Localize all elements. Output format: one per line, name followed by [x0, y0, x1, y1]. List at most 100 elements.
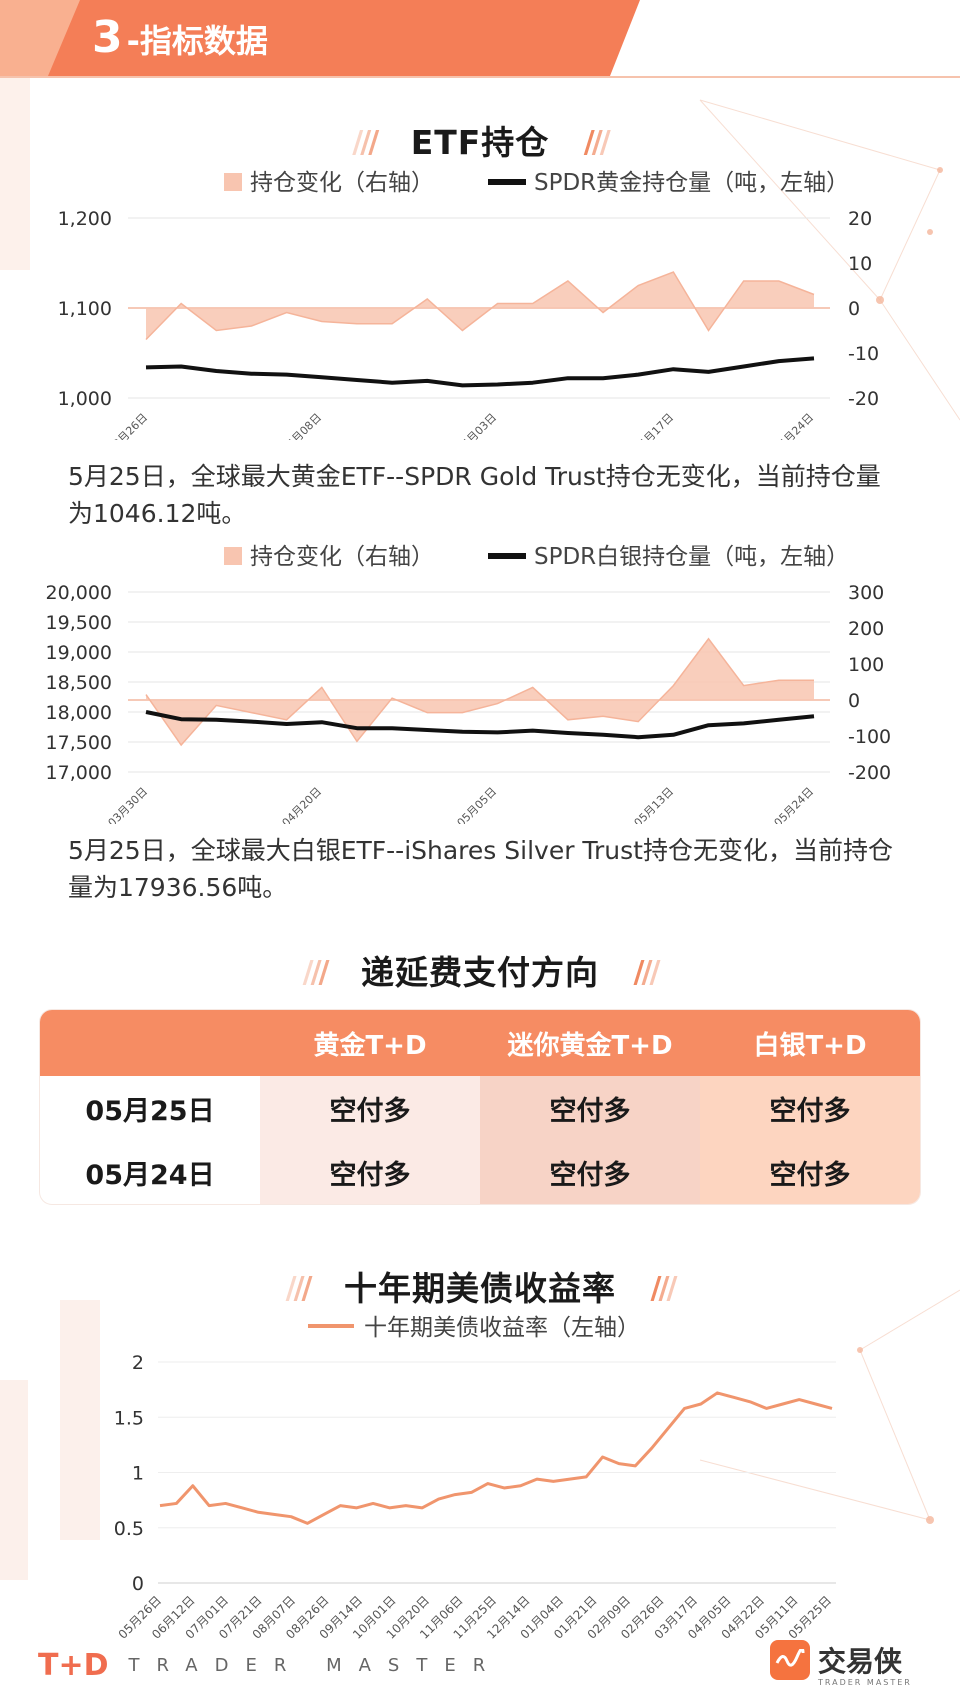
x-axis-tick-label: 05月03日 [455, 411, 500, 440]
left-axis-tick-label: 19,500 [46, 612, 112, 634]
table-cell: 空付多 [480, 1076, 700, 1140]
table-header-row: 黄金T+D 迷你黄金T+D 白银T+D [40, 1010, 920, 1076]
x-axis-tick-label: 05月17日 [632, 411, 677, 440]
table-cell: 空付多 [480, 1140, 700, 1204]
gold-etf-chart: 持仓变化（右轴） SPDR黄金持仓量（吨，左轴） 1,200 1,100 1,000… [58, 170, 879, 440]
slash-decoration-left: /// [285, 1271, 313, 1306]
holding-line [145, 710, 815, 740]
right-axis-tick-label: 10 [848, 253, 872, 275]
legend-swatch-line [488, 179, 526, 185]
header-title: 3 -指标数据 [92, 12, 268, 66]
right-axis-tick-label: 100 [848, 654, 884, 676]
silver-description: 5月25日，全球最大白银ETF--iShares Silver Trust持仓无… [68, 836, 893, 902]
section-title-treasury: /// 十年期美债收益率 /// [0, 1262, 960, 1310]
header-number: 3 [92, 12, 123, 63]
legend-label-holding: SPDR白银持仓量（吨，左轴） [534, 544, 849, 570]
header-label: -指标数据 [126, 22, 268, 60]
left-axis-tick-label: 1,100 [58, 298, 112, 320]
yield-line [159, 1391, 833, 1525]
section-title-rollover-text: 递延费支付方向 [361, 953, 599, 992]
change-area [146, 638, 814, 745]
left-axis-tick-label: 18,500 [46, 672, 112, 694]
brand-mark: 交易侠 TRADER MASTER [770, 1640, 910, 1687]
table-header-cell: 迷你黄金T+D [507, 1030, 673, 1061]
brand-wave-icon [770, 1640, 810, 1680]
left-axis-tick-label: 19,000 [46, 642, 112, 664]
brand-subtitle: TRADER MASTER [818, 1678, 912, 1687]
right-axis-tick-label: 0 [848, 298, 860, 320]
right-axis-tick-label: -20 [848, 388, 879, 410]
brand-name: 交易侠 [818, 1645, 903, 1678]
legend: 持仓变化（右轴） SPDR黄金持仓量（吨，左轴） [224, 170, 849, 196]
legend-label-change: 持仓变化（右轴） [250, 170, 434, 196]
header-banner [0, 0, 960, 78]
legend-label-change: 持仓变化（右轴） [250, 544, 434, 570]
silver-etf-chart: 持仓变化（右轴） SPDR白银持仓量（吨，左轴） 20,000 19,500 19,… [46, 544, 892, 824]
section-title-rollover: /// 递延费支付方向 /// [0, 946, 960, 994]
x-axis-tick-label: 05月24日 [772, 785, 817, 824]
left-axis-tick-label: 1 [132, 1463, 144, 1485]
change-area-edge [145, 271, 815, 341]
holding-line [145, 356, 815, 388]
legend: 十年期美债收益率（左轴） [308, 1315, 640, 1341]
td-logo: T+D [38, 1648, 109, 1683]
right-axis-tick-label: 20 [848, 208, 872, 230]
table-header-cell: 白银T+D [753, 1030, 867, 1061]
left-axis-tick-label: 0.5 [114, 1518, 144, 1540]
left-axis-tick-label: 17,500 [46, 732, 112, 754]
table-cell: 空付多 [700, 1140, 920, 1204]
rollover-table: 黄金T+D 迷你黄金T+D 白银T+D 05月25日 空付多 空付多 空付多 0… [40, 1010, 920, 1204]
table-date-cell: 05月24日 [85, 1159, 215, 1191]
change-area [146, 272, 814, 340]
slash-decoration-right: /// [650, 1271, 678, 1306]
right-axis-tick-label: -10 [848, 343, 879, 365]
legend-swatch-line [488, 553, 526, 559]
gold-description: 5月25日，全球最大黄金ETF--SPDR Gold Trust持仓无变化，当前… [68, 462, 881, 528]
footer-tagline: TRADER MASTER [128, 1655, 503, 1676]
right-axis-tick-label: 0 [848, 690, 860, 712]
left-axis-tick-label: 18,000 [46, 702, 112, 724]
table-cell: 空付多 [700, 1076, 920, 1140]
slash-decoration-left: /// [302, 955, 330, 990]
right-axis-tick-label: -100 [848, 726, 891, 748]
legend-swatch-area [224, 173, 242, 191]
slash-decoration-right: /// [583, 125, 611, 160]
x-axis-tick-label: 05月24日 [772, 411, 817, 440]
section-title-etf-text: ETF持仓 [410, 123, 550, 162]
treasury-yield-chart: 十年期美债收益率（左轴） 21.510.50 05月26日06月12日07月01… [114, 1315, 836, 1642]
left-axis-tick-label: 17,000 [46, 762, 112, 784]
section-title-etf: /// ETF持仓 /// [0, 116, 960, 164]
change-area-edge [145, 637, 814, 747]
table-cell: 空付多 [260, 1140, 480, 1204]
x-axis-tick-label: 05月13日 [632, 785, 677, 824]
table-row: 05月25日 空付多 空付多 空付多 [40, 1076, 920, 1140]
x-axis-tick-label: 03月26日 [106, 411, 151, 440]
table-row: 05月24日 空付多 空付多 空付多 [40, 1140, 920, 1204]
table-header-cell [40, 1010, 260, 1076]
footer-logo: T+D TRADER MASTER [38, 1648, 502, 1683]
slash-decoration-left: /// [352, 125, 379, 160]
legend: 持仓变化（右轴） SPDR白银持仓量（吨，左轴） [224, 544, 849, 570]
right-axis-tick-label: 200 [848, 618, 884, 640]
x-axis-tick-label: 04月20日 [280, 785, 325, 824]
left-axis-tick-label: 1,000 [58, 388, 112, 410]
x-axis-tick-label: 05月05日 [455, 785, 500, 824]
left-axis-tick-label: 1.5 [114, 1407, 144, 1429]
legend-swatch-line [308, 1324, 354, 1328]
slash-decoration-right: /// [633, 955, 661, 990]
section-title-treasury-text: 十年期美债收益率 [344, 1269, 616, 1308]
legend-swatch-area [224, 547, 242, 565]
left-axis-tick-label: 0 [132, 1573, 144, 1595]
x-axis-tick-label: 04月08日 [280, 411, 325, 440]
right-axis-tick-label: 300 [848, 582, 884, 604]
table-header-cell: 黄金T+D [313, 1030, 427, 1061]
table-date-cell: 05月25日 [85, 1095, 215, 1127]
left-axis-tick-label: 2 [132, 1352, 144, 1374]
left-axis-tick-label: 1,200 [58, 208, 112, 230]
legend-label-holding: SPDR黄金持仓量（吨，左轴） [534, 170, 849, 196]
x-axis-tick-label: 03月30日 [106, 785, 151, 824]
table-cell: 空付多 [260, 1076, 480, 1140]
right-axis-tick-label: -200 [848, 762, 891, 784]
legend-label-yield: 十年期美债收益率（左轴） [364, 1315, 640, 1341]
left-axis-tick-label: 20,000 [46, 582, 112, 604]
